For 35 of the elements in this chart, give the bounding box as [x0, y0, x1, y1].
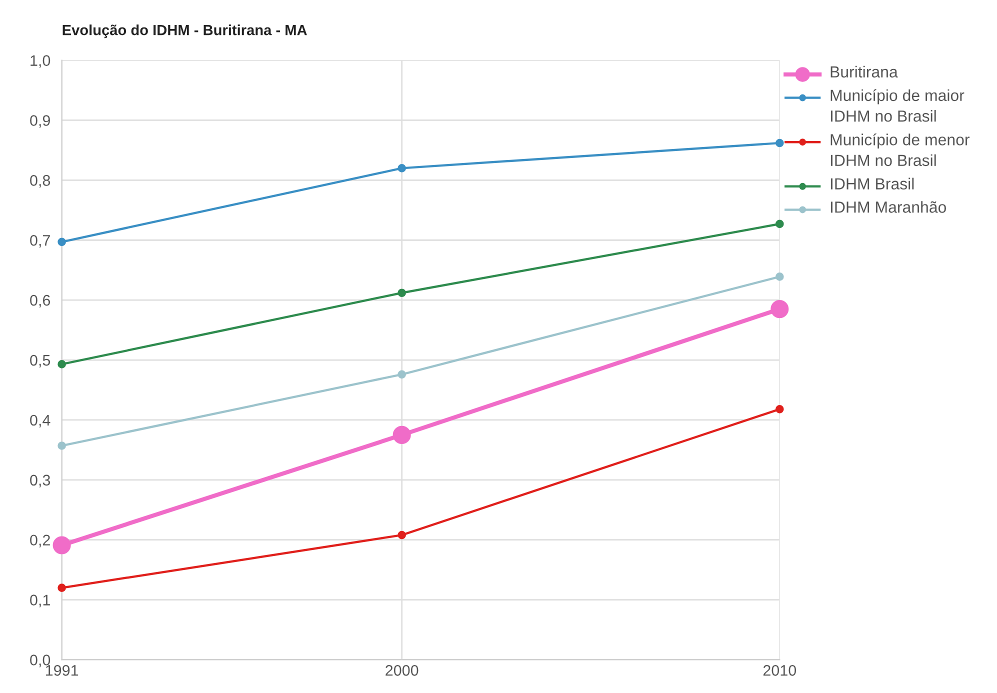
point [52, 536, 71, 554]
y-tick-label: 0,4 [30, 414, 50, 428]
point [58, 584, 66, 592]
y-tick-label: 0,2 [30, 534, 50, 548]
point [58, 442, 66, 450]
point [775, 405, 784, 414]
legend-label: IDHM Brasil [830, 178, 914, 190]
point [398, 164, 406, 172]
point [398, 530, 406, 540]
legend-label: Município de menor IDHM no Brasil [830, 133, 970, 166]
legend-label: Município de maior IDHM no Brasil [830, 89, 964, 122]
point [58, 360, 66, 368]
y-tick-label: 0,5 [30, 354, 50, 368]
y-tick-label: 0,0 [30, 654, 50, 668]
legend-label: IDHM Maranhão [830, 201, 946, 213]
y-tick-label: 0,6 [30, 294, 50, 308]
point [58, 238, 66, 246]
point [775, 138, 784, 148]
x-tick-label: 1991 [46, 665, 78, 676]
point [392, 426, 411, 444]
point [775, 272, 784, 281]
y-tick-label: 0,1 [30, 594, 50, 608]
point [398, 288, 406, 298]
y-tick-label: 0,9 [30, 115, 50, 128]
y-tick-label: 0,8 [30, 175, 50, 188]
legend-label: Buritirana [830, 66, 898, 78]
y-tick-label: 0,7 [30, 234, 50, 248]
x-tick-label: 2010 [763, 665, 796, 676]
x-tick-label: 2000 [386, 665, 418, 676]
y-tick-label: 0,3 [30, 474, 50, 488]
chart-title: Evolução do IDHM - Buritirana - MA [62, 24, 307, 38]
point [775, 220, 784, 228]
y-tick-label: 1,0 [30, 55, 50, 68]
point [770, 300, 789, 318]
point [398, 370, 406, 379]
